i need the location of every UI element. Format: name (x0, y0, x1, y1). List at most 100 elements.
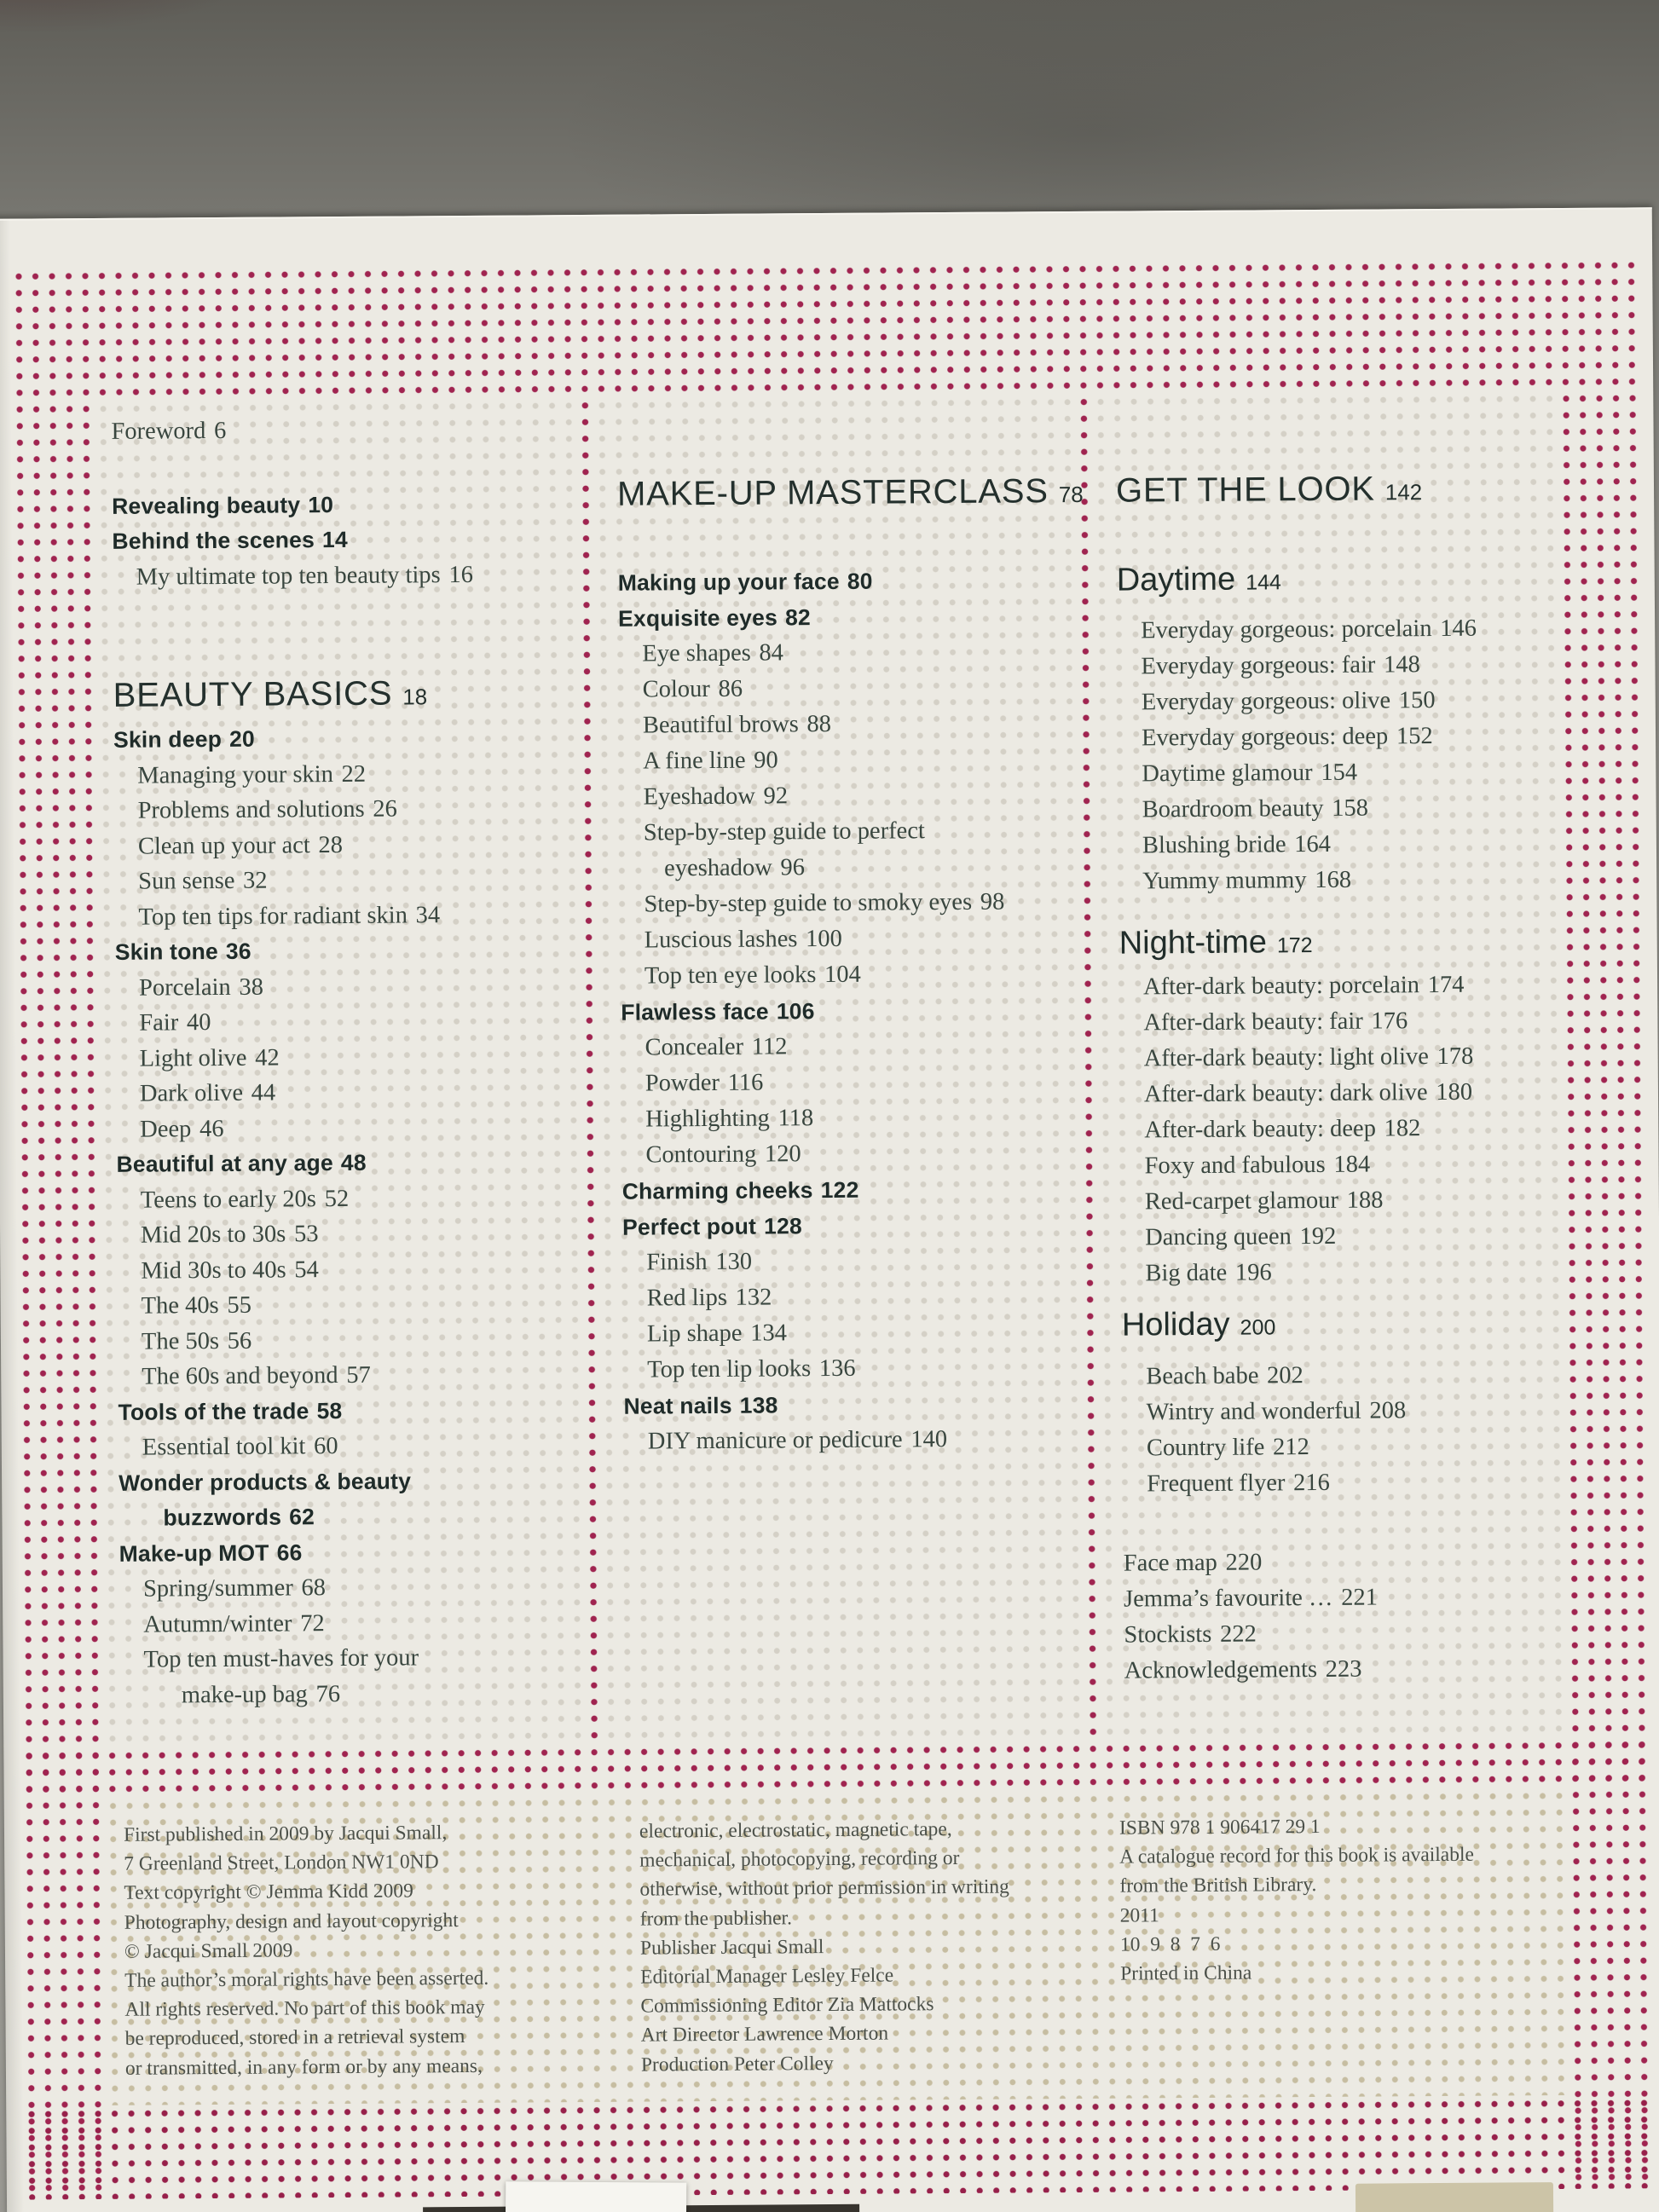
toc-entry-title: Acknowledgements (1124, 1656, 1318, 1684)
imprint-line: or transmitted, in any form or by any me… (124, 2054, 483, 2080)
toc-entry-title: Foxy and fabulous (1144, 1151, 1326, 1180)
toc-entry-page-number: 122 (820, 1176, 859, 1204)
toc-entry-title: make-up bag (181, 1680, 308, 1708)
toc-entry: The 60s and beyond 57 (118, 1356, 608, 1395)
toc-entry-title: Everyday gorgeous: fair (1141, 651, 1376, 680)
toc-section-header: MAKE-UP MASTERCLASS 78 (617, 467, 1107, 522)
toc-entry-title: Top ten tips for radiant skin (138, 901, 408, 931)
toc-entry: Acknowledgements 223 (1124, 1650, 1615, 1689)
toc-entry: Wintry and wonderful 208 (1122, 1392, 1612, 1431)
toc-entry-page-number: 38 (239, 973, 264, 1001)
toc-section-header: Holiday 200 (1122, 1299, 1612, 1352)
toc-entry-title: Everyday gorgeous: porcelain (1141, 615, 1432, 644)
toc-entry: Clean up your act 28 (114, 825, 604, 864)
toc-entry-page-number: 16 (448, 561, 473, 588)
toc-entry: Concealer 112 (621, 1027, 1111, 1066)
toc-entry: Tools of the trade 58 (118, 1391, 608, 1430)
toc-entry-page-number: 32 (243, 867, 268, 894)
toc-spacer (1122, 1292, 1130, 1302)
toc-entry-page-number: 72 (300, 1609, 325, 1637)
toc-entry-title: Top ten must-haves for your (143, 1644, 419, 1673)
toc-entry-page-number: 55 (227, 1291, 252, 1319)
toc-entry-page-number: 176 (1371, 1008, 1408, 1035)
toc-entry-title: Daytime glamour (1142, 759, 1313, 788)
toc-entry: Frequent flyer 216 (1123, 1464, 1613, 1503)
toc-entry-page-number: 80 (847, 568, 873, 594)
toc-entry-page-number: 40 (186, 1009, 211, 1037)
toc-entry-page-number: 222 (1219, 1620, 1257, 1648)
imprint-line: Editorial Manager Lesley Felce (640, 1964, 894, 1989)
toc-entry-title: Concealer (645, 1033, 744, 1061)
toc-entry-title: Finish (646, 1249, 708, 1276)
toc-entry: Making up your face 80 (618, 562, 1108, 601)
toc-entry-title: Neat nails (623, 1392, 732, 1419)
toc-entry-title: DIY manicure or pedicure (647, 1426, 903, 1455)
toc-entry-title: Dark olive (139, 1079, 244, 1107)
toc-entry-title: Problems and solutions (137, 795, 365, 824)
toc-section-header: Night-time 172 (1119, 917, 1610, 970)
imprint-line: ISBN 978 1 906417 29 1 (1119, 1815, 1321, 1839)
toc-entry-title: After-dark beauty: deep (1144, 1115, 1377, 1144)
toc-entry-title: Everyday gorgeous: deep (1141, 723, 1389, 752)
toc-entry-title: Highlighting (645, 1105, 770, 1133)
toc-entry-title: Wonder products & beauty (118, 1467, 412, 1496)
toc-entry-page-number: 196 (1234, 1259, 1272, 1286)
toc-entry-page-number: 100 (805, 925, 842, 953)
toc-entry-page-number: 88 (806, 710, 832, 738)
toc-entry-title: Foreword (111, 418, 206, 445)
toc-entry-page-number: 84 (759, 639, 784, 667)
toc-spacer (1117, 607, 1125, 614)
toc-entry-page-number: 192 (1299, 1222, 1337, 1250)
toc-entry: After-dark beauty: dark olive 180 (1120, 1074, 1610, 1113)
toc-entry: Face map 220 (1124, 1543, 1614, 1582)
toc-entry: Sun sense 32 (114, 861, 604, 900)
toc-entry-title: Eye shapes (642, 639, 751, 667)
toc-entry-page-number: 66 (276, 1539, 303, 1566)
toc-entry-page-number: 98 (980, 888, 1005, 915)
toc-entry-page-number: 180 (1436, 1078, 1473, 1106)
toc-entry-page-number: 146 (1440, 615, 1477, 642)
toc-entry: Dancing queen 192 (1121, 1217, 1611, 1256)
toc-entry: Deep 46 (116, 1108, 606, 1147)
toc-entry: Fair 40 (115, 1002, 605, 1042)
toc-entry: Top ten must-haves for your (119, 1639, 610, 1678)
toc-entry-page-number: 14 (321, 526, 348, 553)
toc-entry: My ultimate top ten beauty tips 16 (113, 556, 603, 595)
toc-entry-page-number: 223 (1325, 1655, 1362, 1683)
toc-section-header: BEAUTY BASICS 18 (113, 668, 603, 723)
toc-entry-page-number: 96 (780, 854, 806, 881)
toc-entry-title: Make-up MOT (118, 1539, 269, 1567)
toc-entry-title: Night-time (1119, 924, 1268, 962)
toc-entry: Perfect pout 128 (622, 1206, 1113, 1245)
toc-entry-page-number: 220 (1225, 1549, 1263, 1576)
toc-entry-page-number: 56 (227, 1327, 252, 1354)
toc-entry-page-number: 26 (373, 795, 397, 823)
toc-entry-title: Fair (139, 1009, 179, 1037)
toc-entry-title: Boardroom beauty (1142, 794, 1324, 823)
toc-entry-title: Top ten lip looks (647, 1355, 812, 1383)
toc-entry-title: Blushing bride (1142, 831, 1286, 859)
toc-entry-title: Skin tone (114, 938, 218, 965)
toc-entry-title: Wintry and wonderful (1146, 1397, 1361, 1426)
book-page: Foreword 6 Revealing beauty 10 Behind the sc… (0, 207, 1659, 2212)
toc-entry-title: Holiday (1121, 1306, 1230, 1343)
toc-entry-page-number: 164 (1294, 830, 1332, 858)
toc-entry-title: Perfect pout (621, 1213, 757, 1240)
imprint-column-3: ISBN 978 1 906417 29 1 A catalogue record… (1119, 1811, 1598, 1989)
toc-entry-page-number: 20 (228, 725, 256, 752)
toc-entry-page-number: 46 (199, 1115, 224, 1142)
toc-entry: Problems and solutions 26 (113, 790, 604, 829)
toc-entry-page-number: 128 (763, 1213, 802, 1239)
toc-entry-page-number: 76 (315, 1680, 341, 1707)
toc-entry: Top ten lip looks 136 (623, 1349, 1113, 1389)
toc-entry-title: Beautiful brows (642, 711, 799, 739)
paper-edge-patch (1355, 2182, 1554, 2212)
toc-entry: Top ten tips for radiant skin 34 (114, 896, 604, 935)
imprint-line: Printed in China (1120, 1961, 1252, 1985)
toc-entry-page-number: 6 (213, 417, 227, 445)
toc-spacer (1116, 518, 1124, 557)
toc-entry: Everyday gorgeous: deep 152 (1118, 718, 1608, 757)
toc-entry-page-number: 150 (1398, 687, 1436, 714)
toc-entry: Foreword 6 (111, 411, 601, 450)
toc-entry-title: The 50s (141, 1327, 220, 1355)
